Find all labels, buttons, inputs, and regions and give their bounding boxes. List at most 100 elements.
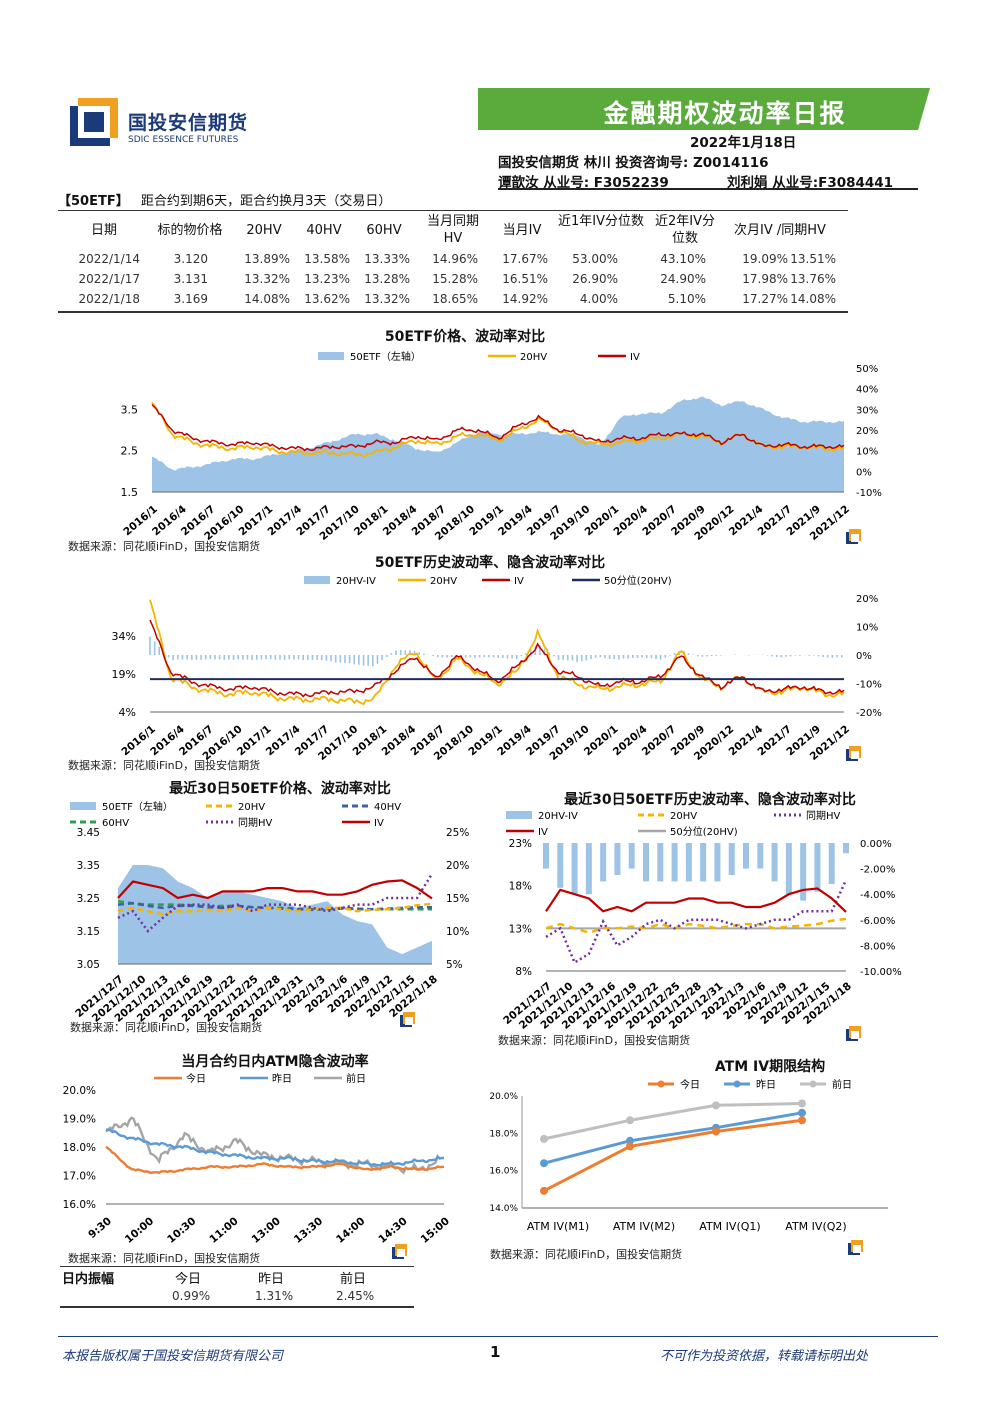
table-rule-bottom xyxy=(58,311,848,313)
chart2-source: 数据来源：同花顺iFinD，国投安信期货 xyxy=(68,759,261,772)
footer-copyright: 本报告版权属于国投安信期货有限公司 xyxy=(62,1349,284,1364)
analyst-line-2-right: 刘利娟 从业号:F3084441 xyxy=(727,175,894,191)
chart4-diff-bar xyxy=(685,843,692,882)
chart6-prev-point xyxy=(712,1101,720,1110)
table-cell: 14.96% xyxy=(432,252,478,266)
chart3-y-right-tick: 5% xyxy=(446,959,463,971)
chart4-diff-bar xyxy=(714,843,721,882)
footer-disclaimer: 不可作为投资依据，转载请标明出处 xyxy=(660,1349,869,1364)
chart4-legend-iv-label: IV xyxy=(538,827,548,838)
chart5-y-tick: 20.0% xyxy=(63,1085,96,1097)
chart4-diff-bar xyxy=(585,843,592,895)
chart4-diff-bar xyxy=(728,843,735,875)
chart2-y-left-tick: 34% xyxy=(112,630,136,643)
analyst-line-2-left: 谭歆汝 从业号: F3052239 xyxy=(498,175,669,191)
chart4-diff-bar xyxy=(571,843,578,895)
chart2-y-left-tick: 19% xyxy=(112,668,136,681)
chart6-today-point xyxy=(798,1116,806,1125)
chart1-y-right-tick: 10% xyxy=(856,447,878,458)
chart1-y-left-tick: 1.5 xyxy=(121,486,139,499)
table-cell: 17.67% xyxy=(502,252,548,266)
chart3-y-left-tick: 3.35 xyxy=(77,860,100,872)
chart5-x-tick: 15:00 xyxy=(419,1215,452,1246)
chart6-legend-prev-label: 前日 xyxy=(832,1078,852,1091)
table-cell: 3.131 xyxy=(173,272,208,286)
chart4-diff-bar xyxy=(671,843,678,882)
table-cell: 14.08% xyxy=(790,292,836,306)
table-rule-top xyxy=(58,210,848,211)
table-cell: 13.28% xyxy=(364,272,410,286)
chart2-legend-p50-label: 50分位(20HV) xyxy=(604,574,672,587)
chart5-y-tick: 17.0% xyxy=(63,1171,96,1183)
chart5-y-tick: 18.0% xyxy=(63,1142,96,1154)
chart5-x-tick: 9:30 xyxy=(86,1215,114,1241)
chart4-legend-p50-label: 50分位(20HV) xyxy=(670,825,738,838)
chart3-y-right-tick: 25% xyxy=(446,827,469,839)
range-label: 日内振幅 xyxy=(62,1272,115,1287)
chart4-diff-bar xyxy=(543,843,549,869)
chart4-diff-bar xyxy=(600,843,607,882)
chart6-source: 数据来源：同花顺iFinD，国投安信期货 xyxy=(490,1248,683,1261)
range-rule-top xyxy=(60,1266,414,1267)
chart1-y-right-tick: 50% xyxy=(856,364,878,375)
chart3-y-right-tick: 15% xyxy=(446,893,469,905)
chart5-x-tick: 13:30 xyxy=(292,1215,325,1246)
chart5-legend-yesterday-label: 昨日 xyxy=(272,1073,292,1085)
chart6-y-tick: 14.0% xyxy=(489,1204,518,1214)
chart6-legend-yesterday-marker xyxy=(733,1080,741,1088)
chart4-title: 最近30日50ETF历史波动率、隐含波动率对比 xyxy=(564,792,856,808)
chart6-yesterday-point xyxy=(626,1136,634,1145)
analyst-line-1: 国投安信期货 林川 投资咨询号: Z0014116 xyxy=(498,155,769,171)
chart3-legend-iv-label: IV xyxy=(374,818,384,829)
table-cell: 13.23% xyxy=(304,272,350,286)
table-cell: 14.92% xyxy=(502,292,548,306)
table-col-header: 次月IV /同期HV xyxy=(734,223,826,238)
chart4-iv-line xyxy=(545,887,847,913)
chart6-today-line xyxy=(543,1118,803,1193)
chart3-y-left-tick: 3.45 xyxy=(77,827,100,839)
watermark-logo-icon xyxy=(846,746,922,764)
chart1-y-right-tick: -10% xyxy=(856,488,882,499)
chart2-y-right-tick: 0% xyxy=(856,651,872,662)
table-cell: 26.90% xyxy=(572,272,618,286)
chart3-legend-50etf-swatch xyxy=(70,802,96,810)
table-col-header: 近1年IV分位数 xyxy=(558,214,644,229)
chart5-svg: 今日 昨日 前日 20.0% 19.0% 18.0% 17.0% 16.0% 9:30 10:00… xyxy=(63,1072,452,1246)
table-cell: 4.00% xyxy=(579,292,618,306)
chart4-y-right-tick: -4.00% xyxy=(860,890,895,901)
chart5-legend-today-label: 今日 xyxy=(186,1072,206,1085)
table-col-header: 20HV xyxy=(246,223,282,238)
chart6-today-point xyxy=(712,1127,720,1136)
watermark-logo-icon xyxy=(400,1012,476,1030)
chart1-legend-iv-label: IV xyxy=(630,352,640,363)
chart4-diff-bar xyxy=(557,843,564,888)
chart6-legend-today-label: 今日 xyxy=(680,1078,700,1091)
chart5-today-line xyxy=(105,1145,445,1175)
page-number: 1 xyxy=(490,1343,501,1361)
table-cell: 2022/1/14 xyxy=(78,252,140,266)
table-col-header: 日期 xyxy=(90,223,117,238)
table-cell: 13.58% xyxy=(304,252,350,266)
table-col-header: 当月同期HV xyxy=(426,214,479,246)
chart6-y-tick: 20.0% xyxy=(489,1092,518,1102)
chart2-y-left-tick: 4% xyxy=(119,706,136,719)
chart6-yesterday-point xyxy=(540,1159,548,1168)
chart3-price-area xyxy=(118,865,432,964)
chart3-y-left-tick: 3.25 xyxy=(77,893,100,905)
table-cell: 43.10% xyxy=(660,252,706,266)
chart6-y-tick: 16.0% xyxy=(489,1167,518,1177)
chart3-svg: 50ETF（左轴） 20HV 40HV 60HV 同期HV IV 3.45 3.35 3.25 3… xyxy=(70,800,469,1024)
chart1-svg: 50ETF（左轴） 20HV IV 3.5 2.5 1.5 50% 40% 30% 20% 10% 0… xyxy=(121,350,882,543)
table-cell: 5.10% xyxy=(667,292,706,306)
summary-header: 【50ETF】 距合约到期6天，距合约换月3天（交易日） xyxy=(58,190,391,209)
chart1-legend-20hv-label: 20HV xyxy=(520,352,547,363)
table-cell: 2022/1/17 xyxy=(78,272,140,286)
chart4-diff-bar xyxy=(700,843,707,882)
chart1-y-left-tick: 3.5 xyxy=(121,403,139,416)
chart5-x-tick: 11:00 xyxy=(207,1215,240,1246)
chart4-diff-bar xyxy=(614,843,621,875)
chart3-legend-20hv-label: 20HV xyxy=(238,802,265,813)
chart2-legend-diff-swatch xyxy=(304,576,330,584)
report-date: 2022年1月18日 xyxy=(690,135,797,151)
chart4-y-left-tick: 13% xyxy=(509,923,532,935)
